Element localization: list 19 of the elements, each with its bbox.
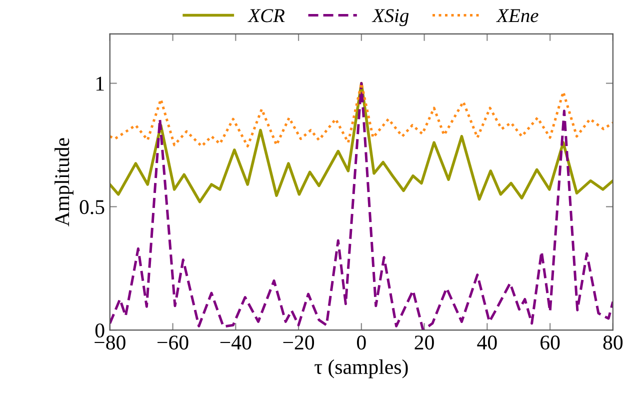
y-tick-label: 1 <box>96 76 104 91</box>
x-tick-label: 20 <box>414 336 434 350</box>
legend-label: XEne <box>496 9 538 22</box>
x-tick-label: 60 <box>540 336 560 350</box>
legend-label: XSig <box>372 9 409 26</box>
x-tick-label: −60 <box>158 336 188 350</box>
x-tick-label: −20 <box>283 336 314 350</box>
x-tick-label: −80 <box>94 336 126 350</box>
legend-label: XCR <box>248 9 285 22</box>
y-tick-label: 0 <box>95 323 104 338</box>
x-tick-label: 0 <box>357 336 366 350</box>
x-tick-label: 80 <box>603 336 623 350</box>
y-tick-label: 0.5 <box>80 200 104 214</box>
x-tick-label: 40 <box>477 336 497 350</box>
x-tick-label: −40 <box>220 336 252 350</box>
y-axis-title: Amplitude <box>54 138 74 226</box>
line-series <box>110 82 613 204</box>
line-series <box>110 82 613 148</box>
x-axis-title: τ (samples) <box>314 359 408 378</box>
